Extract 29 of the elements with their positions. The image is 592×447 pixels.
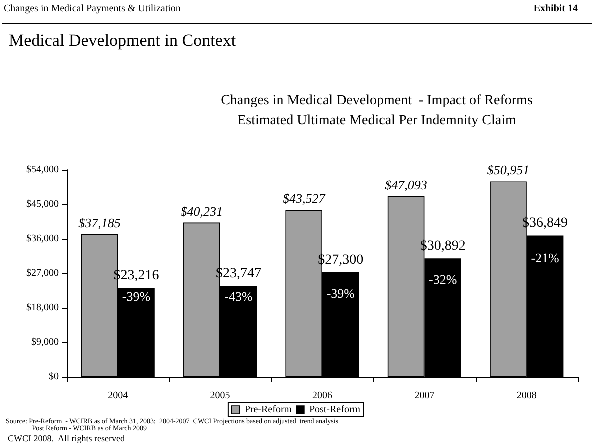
annotation: -32% <box>429 272 458 288</box>
x-tick-label: 2008 <box>516 390 537 402</box>
y-tick-label: $9,000 <box>32 337 59 348</box>
text: Changes in Medical Payments & Utilization <box>4 4 181 14</box>
annotation: -43% <box>224 289 253 304</box>
data-label: $47,093 <box>385 177 428 192</box>
y-tick-label: $36,000 <box>26 234 59 244</box>
data-label: $43,527 <box>282 191 326 206</box>
legend-label: Pre-Reform <box>244 404 292 416</box>
y-tick-label: $45,000 <box>26 199 59 210</box>
y-tick-label: $18,000 <box>26 302 59 314</box>
chart-subtitle: Changes in Medical Development - Impact of Reforms Estimated Ultimate Medical Per Indemnity Claim <box>221 94 533 128</box>
data-label: $50,951 <box>487 162 530 178</box>
legend-label: Post-Reform <box>309 404 361 416</box>
x-tick-label: 2006 <box>312 390 332 402</box>
x-tick-label: 2004 <box>108 390 128 402</box>
y-tick-label: $0 <box>49 372 59 382</box>
annotation: -39% <box>326 286 356 301</box>
x-tick-label: 2005 <box>210 390 230 402</box>
data-label: $37,185 <box>78 215 122 230</box>
text: CWCI 2008. All rights reserved <box>8 434 126 444</box>
data-label: $40,231 <box>180 204 224 219</box>
annotation: -39% <box>122 289 151 304</box>
y-tick-label: $54,000 <box>26 164 59 176</box>
annotation: -21% <box>531 250 560 266</box>
text: Exhibit 14 <box>534 4 578 14</box>
chart-title: Medical Development in Context <box>9 31 236 50</box>
y-tick-label: $27,000 <box>26 268 59 279</box>
x-tick-label: 2007 <box>414 390 435 402</box>
